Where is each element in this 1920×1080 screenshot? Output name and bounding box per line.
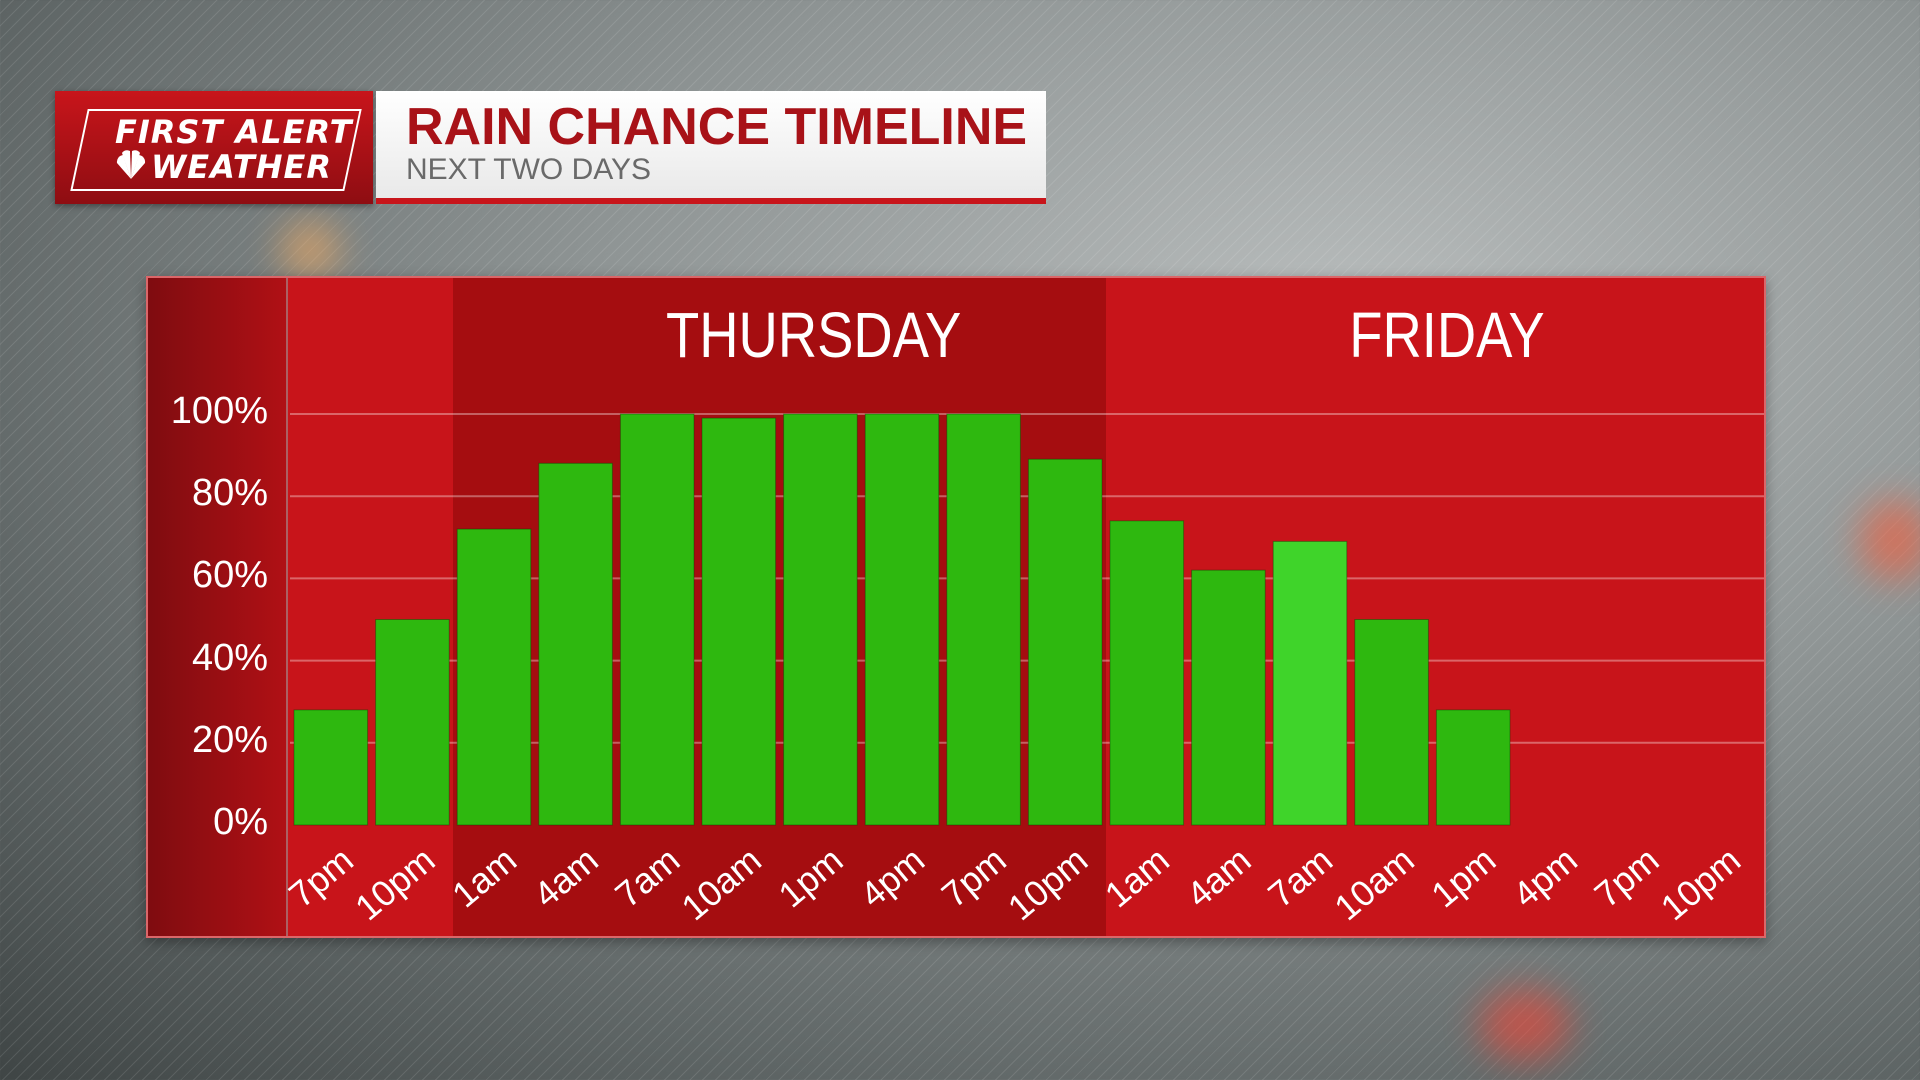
x-tick-label: 1am — [444, 839, 524, 915]
y-tick-label: 0% — [213, 801, 268, 843]
logo-line1: FIRST ALERT — [115, 113, 353, 151]
bar — [375, 619, 450, 826]
x-tick-label: 1pm — [1423, 839, 1503, 915]
y-tick-label: 80% — [191, 472, 268, 515]
station-logo: FIRST ALERT WEATHER — [55, 91, 373, 204]
bar — [619, 413, 695, 826]
x-tick-label: 10am — [674, 839, 769, 928]
x-tick-label: 1am — [1097, 839, 1177, 915]
x-tick-label: 10pm — [347, 839, 442, 928]
title-box: RAIN CHANCE TIMELINE NEXT TWO DAYS — [376, 91, 1046, 204]
x-tick-label: 10am — [1326, 839, 1421, 928]
bar — [1272, 540, 1348, 826]
peacock-icon — [116, 150, 146, 179]
bar — [293, 709, 369, 826]
y-tick-label: 40% — [191, 636, 268, 679]
background-light — [1480, 990, 1570, 1060]
y-tick-label: 60% — [191, 554, 268, 597]
x-tick-label: 1pm — [771, 839, 851, 915]
x-tick-label: 7pm — [1587, 839, 1667, 915]
x-tick-label: 4am — [526, 839, 606, 915]
x-tick-label: 4pm — [1505, 839, 1585, 915]
bar — [864, 413, 940, 826]
x-tick-label: 7am — [607, 839, 687, 915]
page-subtitle: NEXT TWO DAYS — [406, 153, 652, 186]
bar — [701, 417, 777, 826]
x-tick-label: 10pm — [1653, 839, 1748, 928]
x-tick-label: 10pm — [1000, 839, 1095, 928]
y-axis-panel — [148, 278, 288, 936]
x-tick-label: 4am — [1179, 839, 1259, 915]
x-tick-label: 7am — [1260, 839, 1340, 915]
bar — [1027, 458, 1103, 826]
bar — [538, 462, 613, 826]
bar — [456, 528, 532, 826]
x-tick-label: 7pm — [281, 839, 361, 915]
bar — [783, 413, 858, 826]
bar — [1191, 569, 1266, 826]
chart-panel: THURSDAY FRIDAY 0% 20% 40% 60% 80% 100% 7pm 10… — [146, 276, 1766, 938]
day-label-thursday: THURSDAY — [665, 299, 961, 371]
x-tick-label: 7pm — [934, 839, 1014, 915]
bar — [1354, 619, 1429, 826]
x-tick-label: 4pm — [852, 839, 932, 915]
background-light — [1860, 500, 1920, 580]
y-tick-label: 20% — [191, 718, 268, 761]
background-light — [280, 220, 340, 280]
bar — [1109, 520, 1185, 826]
day-label-friday: FRIDAY — [1349, 299, 1546, 371]
logo-line2: WEATHER — [151, 148, 332, 186]
page-title: RAIN CHANCE TIMELINE — [406, 98, 1028, 156]
y-tick-label: 100% — [170, 390, 268, 432]
bar — [946, 413, 1021, 826]
bar — [1435, 709, 1511, 826]
